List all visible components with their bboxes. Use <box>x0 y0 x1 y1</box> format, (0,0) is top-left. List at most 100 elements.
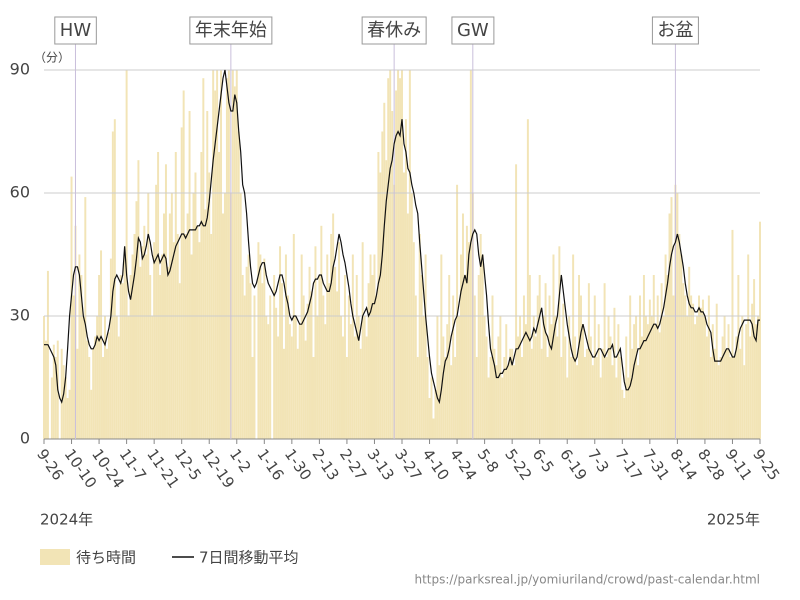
bar <box>593 295 596 439</box>
bar <box>465 225 468 439</box>
bar <box>214 90 217 439</box>
bar <box>574 336 577 439</box>
bar <box>711 324 714 439</box>
bar <box>483 316 486 439</box>
bar <box>686 316 689 439</box>
bar <box>564 336 567 439</box>
bar <box>477 275 480 439</box>
bar <box>277 336 280 439</box>
bar <box>389 70 392 439</box>
bar <box>363 316 366 439</box>
bar <box>640 336 643 439</box>
bar <box>603 283 606 439</box>
bar <box>253 295 256 439</box>
bar <box>707 295 710 439</box>
bar <box>426 357 429 439</box>
bar <box>318 275 321 439</box>
bar <box>605 357 608 439</box>
bar <box>475 357 478 439</box>
bar <box>568 316 571 439</box>
bar <box>444 357 447 439</box>
x-tick-label: 1-16 <box>253 446 287 484</box>
bar <box>688 266 691 439</box>
bar <box>522 295 525 439</box>
bar <box>637 365 640 439</box>
bar <box>617 324 620 439</box>
bar <box>542 316 545 439</box>
bar <box>347 295 350 439</box>
bar <box>324 324 327 439</box>
bar <box>395 90 398 439</box>
bar <box>753 279 756 439</box>
bar <box>556 336 559 439</box>
bar <box>487 377 490 439</box>
bar <box>416 357 419 439</box>
bar <box>519 316 522 439</box>
bar <box>105 348 108 439</box>
bar <box>159 275 162 439</box>
bar <box>652 275 655 439</box>
bar <box>755 324 758 439</box>
bar <box>131 254 134 439</box>
annotation-box <box>361 16 427 45</box>
bar <box>635 316 638 439</box>
bar <box>705 336 708 439</box>
bar <box>143 225 146 439</box>
bar <box>678 234 681 439</box>
bar <box>82 316 85 439</box>
bar <box>452 295 455 439</box>
bar <box>442 336 445 439</box>
bar <box>292 234 295 439</box>
bar <box>263 258 266 439</box>
bar <box>117 336 120 439</box>
bar <box>544 283 547 439</box>
bar <box>103 316 106 439</box>
bar <box>80 275 83 439</box>
bar <box>589 336 592 439</box>
bar <box>282 348 285 439</box>
bar <box>587 283 590 439</box>
bar <box>100 250 103 439</box>
bar <box>194 172 197 439</box>
bar <box>631 348 634 439</box>
bar <box>731 229 734 439</box>
legend-label: 7日間移動平均 <box>199 549 299 567</box>
bar <box>538 275 541 439</box>
bar <box>684 295 687 439</box>
bar <box>267 324 270 439</box>
bar <box>499 316 502 439</box>
bar <box>469 70 472 439</box>
bar <box>145 254 148 439</box>
bar <box>404 119 407 439</box>
bar <box>139 266 142 439</box>
bar <box>682 283 685 439</box>
bar <box>153 242 156 439</box>
y-tick-label: 0 <box>20 429 30 448</box>
bar <box>454 357 457 439</box>
bar <box>501 377 504 439</box>
bar <box>509 348 512 439</box>
bar <box>408 70 411 439</box>
bar <box>50 377 53 439</box>
bar <box>196 225 199 439</box>
bar <box>757 316 760 439</box>
bar <box>357 316 360 439</box>
bar <box>741 316 744 439</box>
bar <box>406 213 409 439</box>
bar <box>281 283 283 439</box>
bar <box>111 131 114 439</box>
bar <box>402 172 405 439</box>
bar <box>743 365 746 439</box>
bar <box>446 324 449 439</box>
bar <box>92 348 95 439</box>
bar <box>157 152 160 439</box>
bar <box>182 90 185 439</box>
bar <box>249 283 252 439</box>
bar <box>72 295 75 439</box>
bar <box>310 291 313 439</box>
bar <box>578 275 581 439</box>
bar <box>497 336 500 439</box>
bar <box>149 275 152 439</box>
bar <box>418 234 421 439</box>
bar <box>279 246 282 439</box>
